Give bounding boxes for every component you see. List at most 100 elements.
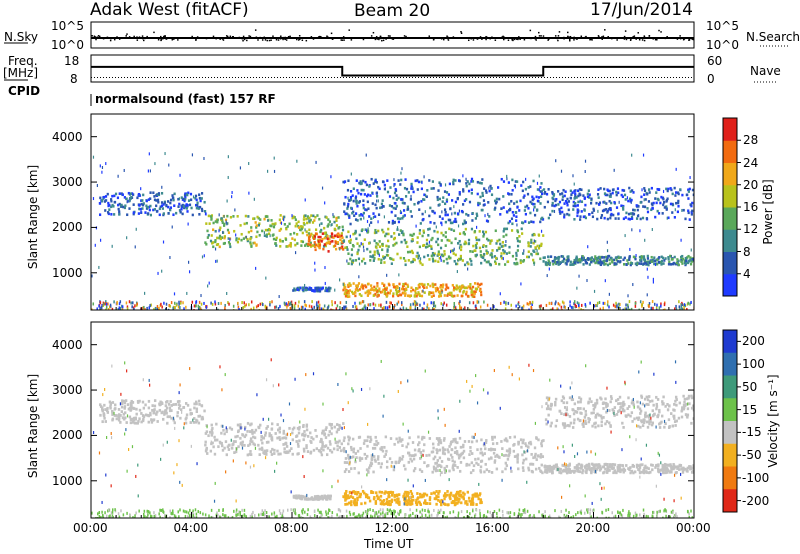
power-cell bbox=[584, 203, 587, 207]
power-cell bbox=[453, 304, 456, 308]
velocity-cell bbox=[390, 498, 394, 502]
power-cell bbox=[463, 219, 466, 223]
power-cell bbox=[227, 231, 231, 234]
power-cell bbox=[474, 290, 477, 293]
power-cell bbox=[496, 249, 499, 252]
power-cell bbox=[353, 232, 357, 235]
velocity-cell bbox=[321, 443, 324, 447]
power-cell bbox=[344, 246, 347, 250]
velocity-cell bbox=[249, 439, 252, 443]
velocity-cell bbox=[492, 451, 496, 455]
power-cell bbox=[196, 201, 199, 205]
power-cell bbox=[145, 204, 148, 208]
velocity-cell bbox=[130, 399, 133, 403]
power-cell bbox=[205, 305, 208, 309]
velocity-cell bbox=[445, 464, 449, 468]
power-cell bbox=[467, 242, 471, 245]
power-cell bbox=[227, 237, 230, 240]
power-cell bbox=[578, 258, 581, 262]
power-cell bbox=[324, 215, 327, 219]
power-cell bbox=[547, 262, 550, 266]
power-cell bbox=[331, 232, 334, 236]
power-cell bbox=[225, 220, 227, 224]
power-cell bbox=[275, 236, 278, 240]
power-cell bbox=[646, 210, 650, 214]
velocity-cell bbox=[604, 467, 607, 471]
velocity-cell bbox=[641, 463, 644, 467]
power-cell bbox=[475, 246, 478, 250]
nsearch-point bbox=[470, 37, 472, 40]
power-cell bbox=[443, 202, 447, 206]
power-cell bbox=[362, 300, 365, 304]
velocity-cell bbox=[468, 453, 471, 457]
power-cell bbox=[482, 232, 486, 236]
power-cell bbox=[322, 245, 326, 248]
nsearch-point bbox=[569, 39, 571, 42]
velocity-cell bbox=[404, 467, 407, 471]
power-cell bbox=[500, 252, 503, 255]
power-cell bbox=[674, 194, 677, 197]
noise-panel-frame bbox=[90, 21, 695, 49]
nsearch-label: N.Search bbox=[746, 30, 800, 44]
power-cell bbox=[615, 206, 619, 209]
power-cell bbox=[557, 190, 560, 193]
velocity-cell bbox=[328, 430, 331, 433]
velocity-cell bbox=[630, 469, 633, 473]
power-cell bbox=[409, 250, 412, 254]
power-cell bbox=[373, 256, 376, 260]
velocity-cell bbox=[401, 455, 405, 458]
power-cell bbox=[548, 267, 550, 271]
velocity-cell bbox=[349, 495, 353, 498]
velocity-cell bbox=[147, 399, 151, 403]
power-cell bbox=[412, 232, 415, 236]
power-cell bbox=[443, 301, 445, 305]
power-cell bbox=[439, 294, 443, 298]
velocity-cell bbox=[446, 489, 449, 493]
power-cell bbox=[390, 235, 393, 238]
power-cell bbox=[326, 224, 330, 228]
power-cell bbox=[524, 187, 527, 191]
power-cell bbox=[359, 180, 362, 183]
velocity-cell bbox=[602, 471, 605, 475]
velocity-cell bbox=[450, 501, 454, 505]
velocity-cell bbox=[515, 454, 518, 458]
nsearch-point bbox=[374, 38, 377, 41]
velocity-cell bbox=[412, 498, 415, 502]
power-cell bbox=[404, 282, 407, 286]
velocity-cell bbox=[194, 400, 198, 404]
power-cell bbox=[589, 201, 593, 205]
power-cell bbox=[510, 229, 514, 232]
cpid-text: normalsound (fast) 157 RF bbox=[95, 92, 276, 106]
velocity-cell bbox=[363, 491, 366, 495]
velocity-cell bbox=[376, 441, 380, 445]
velocity-cell bbox=[684, 467, 687, 471]
velocity-cell bbox=[383, 491, 386, 495]
velocity-cell bbox=[387, 495, 390, 499]
power-cell bbox=[148, 152, 150, 156]
velocity-cell bbox=[329, 497, 332, 501]
velocity-cell bbox=[539, 455, 542, 459]
power-cell bbox=[339, 247, 341, 251]
power-cell bbox=[437, 189, 440, 192]
velocity-cell bbox=[320, 439, 323, 443]
power-cell bbox=[501, 241, 504, 244]
nsearch-point bbox=[237, 37, 240, 39]
power-cell bbox=[303, 300, 306, 304]
power-cell bbox=[596, 193, 600, 196]
power-cell bbox=[174, 306, 176, 310]
power-cell bbox=[579, 193, 582, 197]
power-cell bbox=[207, 284, 209, 288]
power-cell bbox=[455, 284, 458, 288]
power-cell bbox=[442, 283, 445, 287]
power-cell bbox=[500, 256, 503, 260]
power-cell bbox=[420, 294, 424, 298]
velocity-cell bbox=[185, 413, 189, 417]
velocity-cell bbox=[479, 451, 482, 455]
power-cell bbox=[346, 283, 350, 287]
power-cell bbox=[401, 167, 403, 171]
velocity-cell bbox=[501, 447, 504, 451]
velocity-cell bbox=[432, 467, 436, 471]
nsearch-point bbox=[165, 38, 168, 40]
velocity-cell bbox=[657, 469, 660, 473]
velocity-cell bbox=[418, 441, 421, 445]
